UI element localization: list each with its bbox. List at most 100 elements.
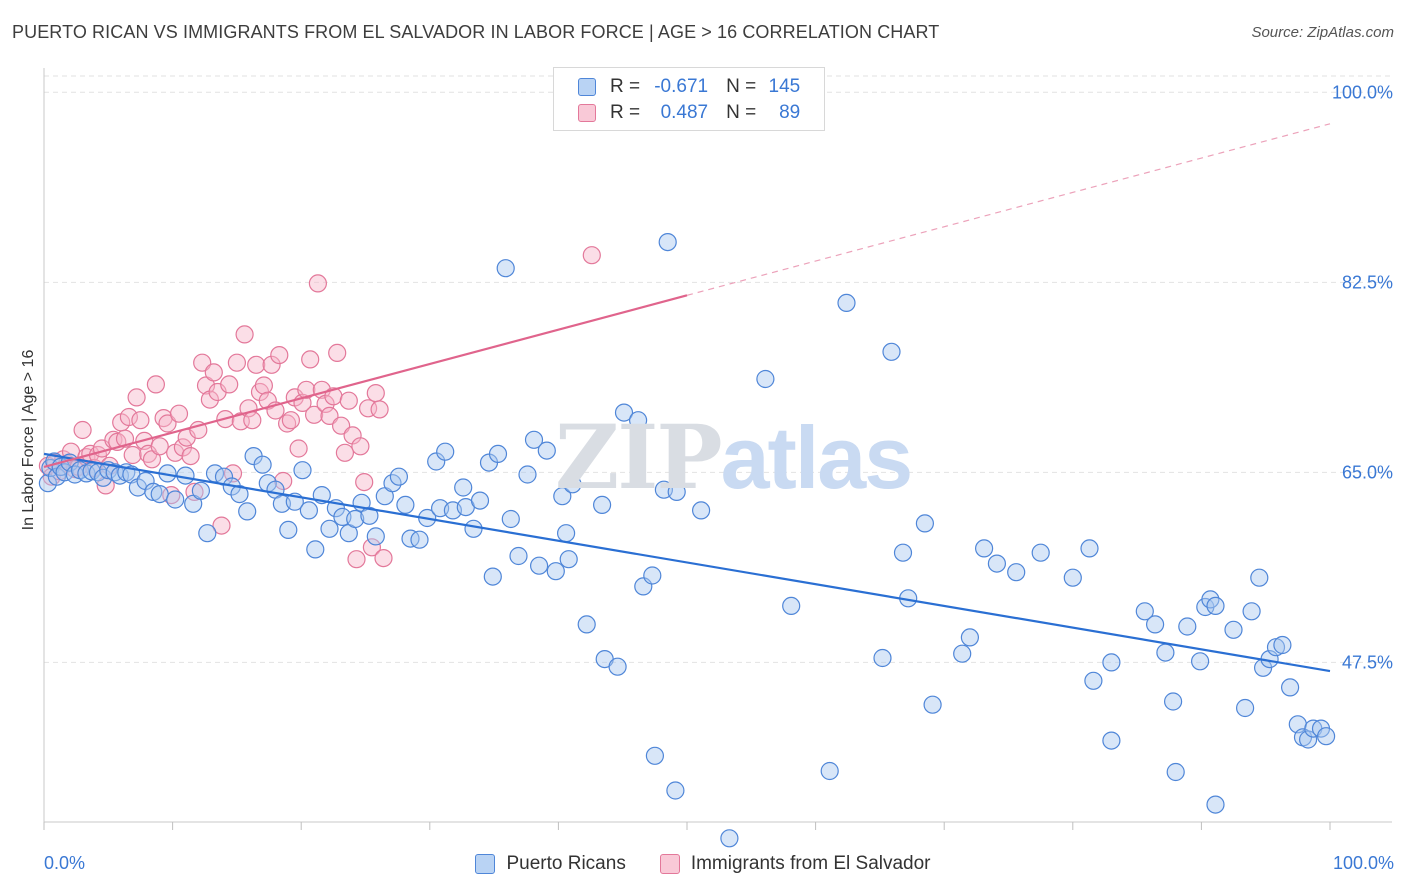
data-point (227, 353, 246, 372)
data-point (483, 567, 502, 586)
data-point (1190, 652, 1210, 671)
legend-label: Immigrants from El Salvador (690, 853, 931, 874)
n-label: N = (726, 102, 757, 123)
data-point (628, 411, 648, 430)
data-point (270, 346, 289, 365)
correlation-legend: R = -0.671 N = 145 R = 0.487 N = 89 (553, 67, 825, 131)
data-point (281, 411, 300, 430)
data-point (396, 495, 415, 514)
data-point (667, 482, 686, 501)
data-point (582, 246, 601, 265)
data-point (1250, 568, 1269, 587)
y-tick-labels: 47.5% 65.0% 82.5% 100.0% (1332, 82, 1393, 672)
series-immigrants-from-el-salvador (38, 246, 601, 569)
x-tick-label-max: 100.0% (1332, 853, 1394, 873)
x-tick-label-min: 0.0% (44, 853, 86, 873)
data-point (253, 455, 272, 474)
data-point (1031, 543, 1050, 562)
data-point (1080, 539, 1099, 558)
data-point (383, 474, 402, 493)
data-point (366, 527, 385, 546)
legend-swatch-pink (578, 104, 596, 122)
data-point (720, 829, 739, 848)
data-point (454, 478, 473, 497)
data-point (301, 350, 320, 369)
data-point (1224, 620, 1243, 639)
data-point (166, 490, 185, 509)
data-point (366, 384, 385, 403)
data-point (756, 369, 775, 389)
data-point (320, 519, 339, 538)
data-point (1206, 795, 1225, 814)
r-value: -0.671 (654, 76, 709, 97)
data-point (1298, 730, 1318, 749)
series-puerto-ricans (38, 233, 1336, 848)
n-value: 89 (779, 102, 801, 123)
data-point (893, 543, 913, 562)
data-point (293, 461, 312, 480)
data-point (577, 615, 596, 634)
data-point (524, 430, 544, 449)
n-label: N = (726, 76, 757, 97)
data-point (882, 342, 901, 361)
legend-item-puerto-ricans[interactable]: Puerto Ricans (475, 853, 626, 875)
data-point (374, 548, 393, 568)
data-point (410, 530, 429, 549)
data-point (335, 443, 354, 462)
data-point (198, 524, 217, 543)
r-label: R = (610, 76, 641, 97)
data-point (1102, 731, 1121, 750)
data-point (169, 404, 189, 423)
data-point (191, 481, 210, 500)
trend-lines (43, 123, 1331, 673)
data-point (158, 414, 177, 433)
data-point (1280, 678, 1300, 697)
data-point (501, 509, 520, 529)
grid-lines (44, 75, 1392, 663)
data-point (115, 429, 135, 448)
y-tick-label: 47.5% (1342, 652, 1393, 672)
data-point (220, 375, 239, 394)
data-point (592, 495, 612, 514)
y-tick-label: 100.0% (1332, 82, 1393, 102)
data-point (289, 439, 308, 458)
data-point (1273, 635, 1292, 655)
data-point (1135, 602, 1154, 621)
data-point (306, 540, 325, 559)
data-point (360, 506, 379, 525)
data-point (339, 391, 358, 410)
legend-item-el-salvador[interactable]: Immigrants from El Salvador (659, 853, 931, 875)
data-point (1166, 762, 1185, 782)
data-point (212, 516, 231, 535)
data-point (119, 407, 138, 427)
data-point (960, 628, 980, 647)
data-point (820, 761, 839, 781)
data-point (235, 325, 254, 344)
data-point (254, 376, 273, 395)
data-point (193, 353, 212, 372)
legend-label: Puerto Ricans (506, 853, 626, 874)
data-point (614, 403, 634, 422)
data-point (389, 467, 408, 486)
data-point (320, 406, 339, 425)
data-point (987, 554, 1007, 573)
data-point (262, 355, 281, 374)
r-value: 0.487 (660, 102, 709, 123)
data-point (470, 491, 490, 510)
data-point (127, 388, 146, 407)
data-point (150, 485, 169, 504)
data-point (297, 380, 316, 399)
data-point (488, 444, 508, 463)
data-point (370, 400, 389, 419)
y-tick-label: 82.5% (1342, 272, 1393, 292)
data-point (1316, 727, 1336, 746)
data-point (243, 411, 262, 430)
data-point (1206, 596, 1225, 616)
data-point (873, 648, 892, 668)
data-point (204, 363, 223, 382)
data-point (1102, 653, 1121, 672)
y-tick-label: 65.0% (1342, 462, 1393, 482)
data-point (238, 502, 257, 521)
data-point (38, 474, 58, 493)
